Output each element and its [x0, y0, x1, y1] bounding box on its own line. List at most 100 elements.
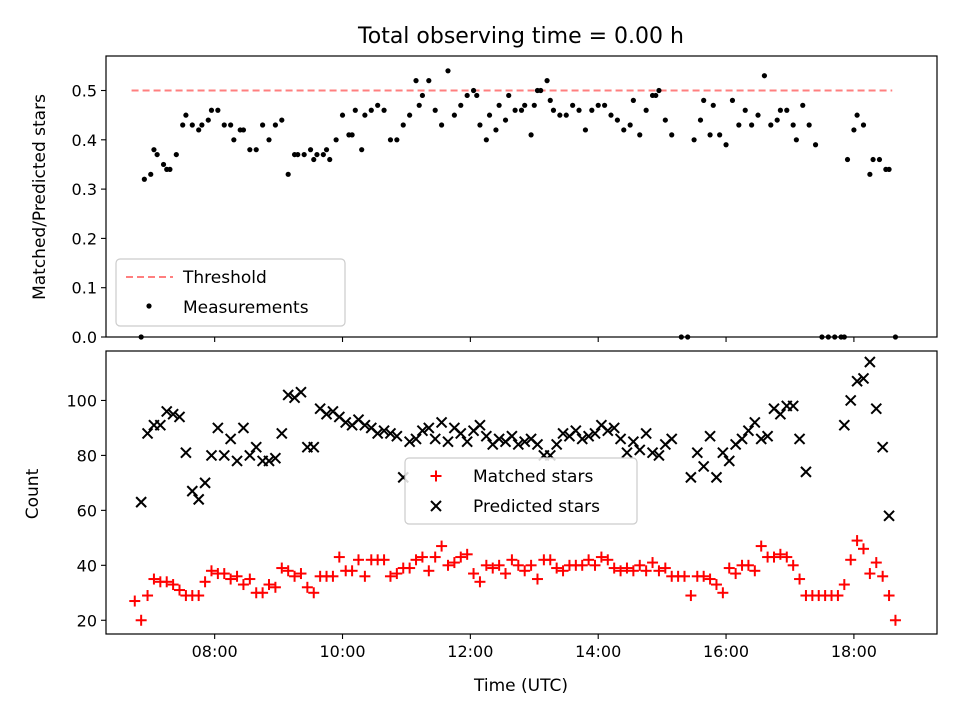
- matched-star-point: [276, 562, 288, 574]
- measurement-point: [717, 132, 723, 138]
- predicted-star-point: [634, 444, 646, 456]
- matched-star-point: [448, 557, 460, 569]
- matched-star-point: [551, 562, 563, 574]
- measurement-point: [183, 112, 189, 118]
- predicted-star-point: [141, 427, 154, 440]
- matched-star-point: [416, 551, 428, 563]
- measurement-point: [228, 122, 234, 128]
- measurement-point: [621, 127, 627, 133]
- matched-star-point: [193, 590, 205, 602]
- predicted-star-point: [161, 405, 173, 418]
- measurement-point: [247, 147, 253, 153]
- measurement-point: [812, 142, 819, 148]
- matched-star-point: [257, 587, 269, 599]
- matched-star-point: [129, 595, 141, 607]
- matched-star-point: [787, 559, 799, 571]
- measurement-point: [260, 122, 266, 128]
- matched-star-point: [301, 581, 313, 593]
- predicted-star-point: [308, 441, 320, 453]
- matched-star-point: [730, 568, 742, 580]
- measurement-point: [729, 97, 736, 103]
- ratio-y-tick-label: 0.3: [72, 180, 97, 199]
- predicted-star-point: [531, 438, 544, 451]
- measurement-point: [538, 87, 544, 94]
- measurement-point: [870, 156, 876, 163]
- measurement-point: [375, 102, 381, 108]
- count-plot-frame: [105, 350, 938, 635]
- count-y-tick-label: 20: [77, 611, 97, 630]
- predicted-star-point: [749, 416, 761, 429]
- ratio-y-tick-label: 0.0: [72, 328, 97, 347]
- predicted-star-point: [691, 446, 703, 459]
- matched-star-point: [659, 562, 671, 574]
- measurement-point: [518, 107, 525, 113]
- matched-star-point: [838, 579, 850, 591]
- measurement-point: [285, 171, 291, 177]
- measurement-point: [512, 107, 518, 113]
- measurement-point: [189, 122, 195, 128]
- measurement-point: [477, 122, 483, 128]
- measurement-point: [407, 112, 413, 118]
- predicted-star-point: [793, 433, 806, 445]
- matched-star-point: [269, 581, 281, 593]
- predicted-star-point: [870, 402, 882, 415]
- predicted-star-point: [167, 408, 179, 420]
- predicted-star-point: [557, 427, 569, 440]
- predicted-star-point: [205, 449, 218, 462]
- matched-star-point: [474, 576, 486, 588]
- predicted-star-point: [403, 435, 416, 448]
- measurement-point: [458, 102, 464, 108]
- matched-star-point: [205, 565, 217, 577]
- matched-star-point: [148, 573, 160, 585]
- ratio-legend-box: [115, 258, 346, 327]
- measurement-point: [761, 73, 768, 79]
- matched-star-point: [525, 559, 537, 571]
- ratio-y-axis-label: Matched/Predicted stars: [30, 94, 50, 300]
- measurement-point: [327, 156, 333, 163]
- measurement-point: [876, 156, 883, 163]
- measurement-point: [359, 147, 365, 153]
- ratio-y-ticks: 0.0 0.1 0.2 0.3 0.4 0.5: [72, 82, 106, 347]
- matched-star-point: [889, 614, 901, 626]
- measurement-point: [419, 92, 426, 99]
- predicted-stars-points: [135, 356, 895, 522]
- predicted-star-point: [761, 430, 774, 442]
- measurement-point: [160, 161, 167, 168]
- predicted-star-point: [717, 446, 729, 459]
- measurement-point: [464, 92, 470, 99]
- predicted-star-point: [186, 485, 199, 497]
- matched-star-point: [749, 565, 761, 577]
- measurement-point: [656, 87, 662, 94]
- count-y-tick-label: 100: [66, 391, 97, 410]
- matched-star-point: [877, 570, 889, 582]
- measurement-point: [627, 122, 633, 128]
- predicted-star-point: [550, 438, 563, 451]
- matched-star-point: [589, 559, 601, 571]
- predicted-star-point: [755, 433, 767, 445]
- measurement-point: [800, 102, 806, 108]
- measurement-point: [643, 107, 649, 113]
- measurement-point: [279, 117, 285, 123]
- matched-star-point: [289, 570, 301, 582]
- predicted-star-point: [704, 430, 716, 442]
- predicted-star-point: [518, 435, 531, 448]
- matched-star-point: [378, 554, 390, 566]
- count-x-tick-label: 18:00: [831, 642, 877, 661]
- predicted-star-point: [506, 430, 518, 442]
- predicted-star-point: [697, 460, 710, 473]
- measurement-point: [522, 102, 528, 108]
- matched-star-point: [857, 543, 869, 555]
- predicted-star-point: [640, 427, 652, 440]
- predicted-star-point: [876, 441, 889, 453]
- measurement-point: [486, 112, 493, 118]
- measurement-point: [550, 107, 557, 113]
- measurement-point: [806, 122, 812, 128]
- measurement-point: [697, 117, 704, 123]
- ratio-y-tick-label: 0.4: [72, 131, 97, 150]
- legend-measurements-swatch: [146, 303, 152, 309]
- matched-star-point: [429, 551, 441, 563]
- predicted-star-point: [224, 433, 237, 445]
- measurement-point: [173, 151, 179, 158]
- count-x-ticks: 08:00 10:00 12:00 14:00 16:00 18:00: [192, 634, 877, 661]
